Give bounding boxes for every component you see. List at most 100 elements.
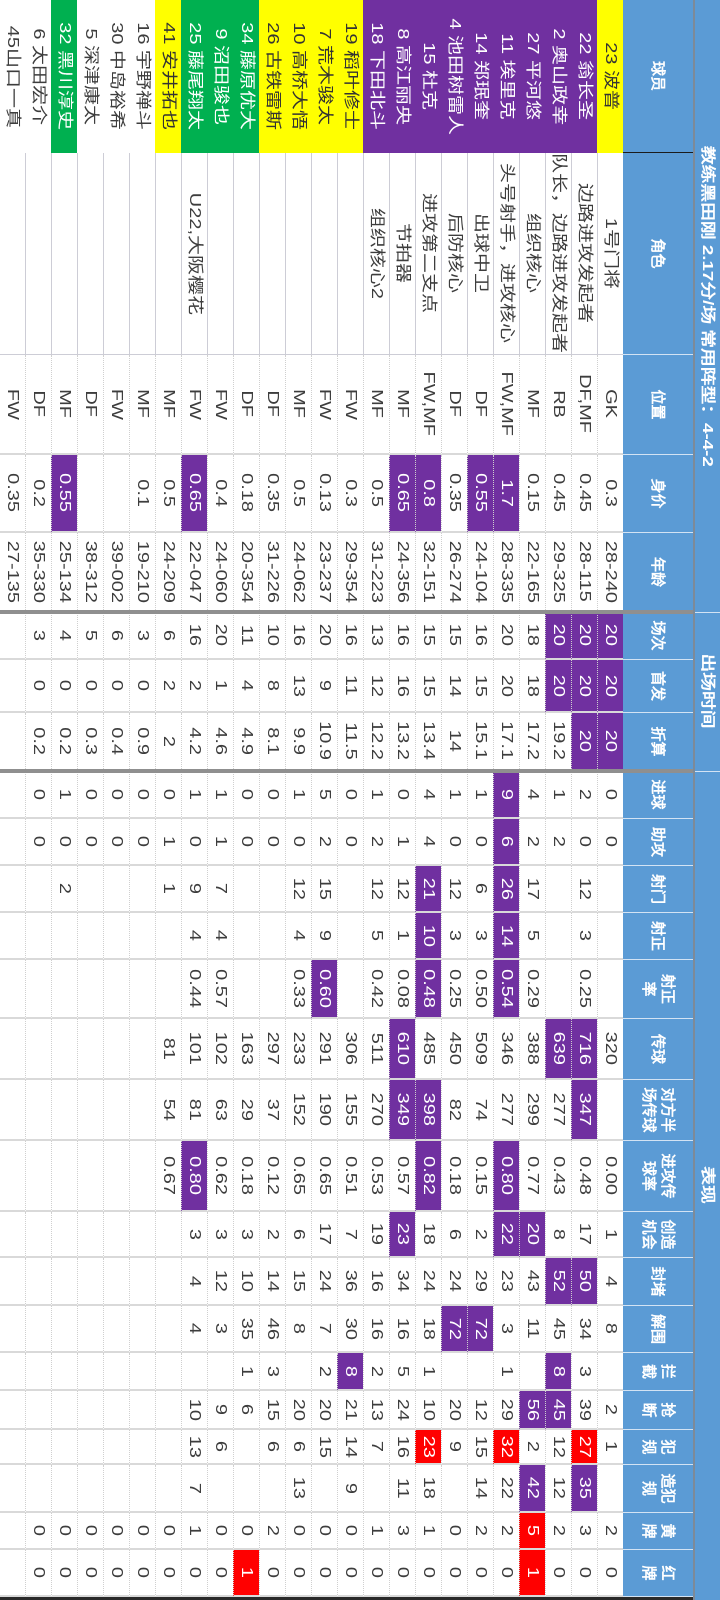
red-cards-value: 0 xyxy=(550,1566,567,1579)
column-header-shot-accuracy[interactable]: 射正 率 xyxy=(623,960,693,1019)
column-header-fouled[interactable]: 造犯 规 xyxy=(623,1465,693,1513)
apps-value: 3 xyxy=(134,629,151,641)
column-header-attacking-pass-rate[interactable]: 进攻传 球率 xyxy=(623,1141,693,1212)
cell-player: 10 高桥大悟 xyxy=(285,0,311,153)
red-cards-value: 0 xyxy=(30,1566,47,1579)
column-header-fouls[interactable]: 犯 规 xyxy=(623,1430,693,1465)
column-header-starts[interactable]: 首发 xyxy=(623,660,693,713)
player-value: 11 埃里克 xyxy=(498,33,515,120)
cell-player: 23 波普 xyxy=(597,0,623,153)
cell-fouls xyxy=(77,1430,103,1465)
cell-interceptions: 1 xyxy=(493,1353,519,1391)
cell-starts: 16 xyxy=(389,660,415,713)
cell-goals: 1 xyxy=(207,771,233,819)
role-value: 出球中卫 xyxy=(472,213,489,294)
shots-value: 9 xyxy=(186,882,203,895)
column-header-tackles[interactable]: 抢 断 xyxy=(623,1391,693,1430)
age-value: 28-335 xyxy=(498,540,515,603)
tackles-value: 29 xyxy=(498,1398,515,1421)
player-value: 19 稻叶修士 xyxy=(342,22,359,131)
age-value: 24-356 xyxy=(394,540,411,603)
cell-opp-half-passes: 277 xyxy=(493,1080,519,1141)
yellow-cards-value: 2 xyxy=(602,1524,619,1537)
column-header-passes[interactable]: 传球 xyxy=(623,1019,693,1080)
apps-value: 20 xyxy=(550,623,567,647)
cell-position: FW,MF xyxy=(493,355,519,455)
red-cards-value: 0 xyxy=(472,1566,489,1579)
player-value: 41 安井拓也 xyxy=(160,22,177,131)
cell-apps: 18 xyxy=(519,612,545,660)
cell-blocks xyxy=(77,1258,103,1306)
tackles-value: 24 xyxy=(394,1398,411,1421)
column-header-red-cards[interactable]: 红 牌 xyxy=(623,1550,693,1597)
cell-apps: 6 xyxy=(103,612,129,660)
cell-position: MF xyxy=(389,355,415,455)
cell-apps: 20 xyxy=(493,612,519,660)
cell-apps: 10 xyxy=(259,612,285,660)
column-header-blocks[interactable]: 封堵 xyxy=(623,1258,693,1306)
column-header-age[interactable]: 年龄 xyxy=(623,533,693,612)
cell-adjusted: 4.9 xyxy=(233,713,259,771)
column-header-interceptions[interactable]: 拦 截 xyxy=(623,1353,693,1391)
cell-tackles: 12 xyxy=(467,1391,493,1430)
fouls-value: 12 xyxy=(550,1435,567,1458)
apps-value: 16 xyxy=(472,623,489,647)
assists-value: 0 xyxy=(472,835,489,848)
starts-value: 20 xyxy=(576,674,593,697)
player-value: 25 藤尾翔太 xyxy=(186,22,203,131)
cell-apps: 16 xyxy=(467,612,493,660)
chances-created-value: 2 xyxy=(472,1228,489,1240)
cell-assists: 0 xyxy=(571,819,597,866)
role-value: 后防核心 xyxy=(446,213,463,294)
blocks-value: 52 xyxy=(550,1269,567,1293)
assists-value: 6 xyxy=(498,835,515,848)
column-header-chances-created[interactable]: 创造 机会 xyxy=(623,1212,693,1258)
assists-value: 2 xyxy=(524,835,541,848)
column-header-role[interactable]: 角色 xyxy=(623,153,693,355)
cell-shots: 9 xyxy=(181,866,207,913)
shots-value: 12 xyxy=(394,877,411,900)
assists-value: 0 xyxy=(186,835,203,848)
column-header-position[interactable]: 位置 xyxy=(623,355,693,455)
cell-shots-on-target xyxy=(233,913,259,960)
column-header-shots-on-target[interactable]: 射正 xyxy=(623,913,693,960)
column-header-value[interactable]: 身价 xyxy=(623,455,693,533)
fouls-value: 1 xyxy=(602,1440,619,1453)
cell-tackles: 9 xyxy=(207,1391,233,1430)
cell-starts: 20 xyxy=(545,660,571,713)
age-value: 19-210 xyxy=(134,540,151,603)
cell-chances-created: 17 xyxy=(571,1212,597,1258)
column-header-apps[interactable]: 场次 xyxy=(623,612,693,660)
column-header-opp-half-passes[interactable]: 对方半 场传球 xyxy=(623,1080,693,1141)
column-header-assists[interactable]: 助攻 xyxy=(623,819,693,866)
column-header-goals[interactable]: 进球 xyxy=(623,771,693,819)
interceptions-value: 8 xyxy=(342,1365,359,1377)
red-cards-value: 0 xyxy=(498,1566,515,1579)
player-row: 18 下田北斗 组织核心2 MF 0.5 31-223 13 12 12.2 1 2 12 5 0.42… xyxy=(363,0,389,1597)
column-header-yellow-cards[interactable]: 黄 牌 xyxy=(623,1513,693,1550)
column-header-adjusted[interactable]: 折算 xyxy=(623,713,693,771)
cell-clearances: 7 xyxy=(311,1306,337,1353)
cell-adjusted: 12.2 xyxy=(363,713,389,771)
cell-red-cards: 0 xyxy=(467,1550,493,1597)
shots-on-target-value: 14 xyxy=(498,924,515,947)
cell-adjusted: 20 xyxy=(571,713,597,771)
cell-tackles: 20 xyxy=(285,1391,311,1430)
cell-shots-on-target xyxy=(337,913,363,960)
cell-clearances: 8 xyxy=(597,1306,623,1353)
opp-half-passes-value: 82 xyxy=(446,1098,463,1121)
cell-chances-created xyxy=(129,1212,155,1258)
column-header-clearances[interactable]: 解围 xyxy=(623,1306,693,1353)
position-value: MF xyxy=(56,389,73,419)
cell-role: 1号门将 xyxy=(597,153,623,355)
cell-opp-half-passes xyxy=(77,1080,103,1141)
yellow-cards-value: 2 xyxy=(472,1524,489,1537)
cell-opp-half-passes: 37 xyxy=(259,1080,285,1141)
column-header-player[interactable]: 球员 xyxy=(623,0,693,153)
passes-value: 388 xyxy=(524,1031,541,1066)
cell-assists: 4 xyxy=(415,819,441,866)
cell-player: 4 池田树雷人 xyxy=(441,0,467,153)
column-header-shots[interactable]: 射门 xyxy=(623,866,693,913)
cell-fouled xyxy=(259,1465,285,1513)
cell-chances-created: 18 xyxy=(415,1212,441,1258)
